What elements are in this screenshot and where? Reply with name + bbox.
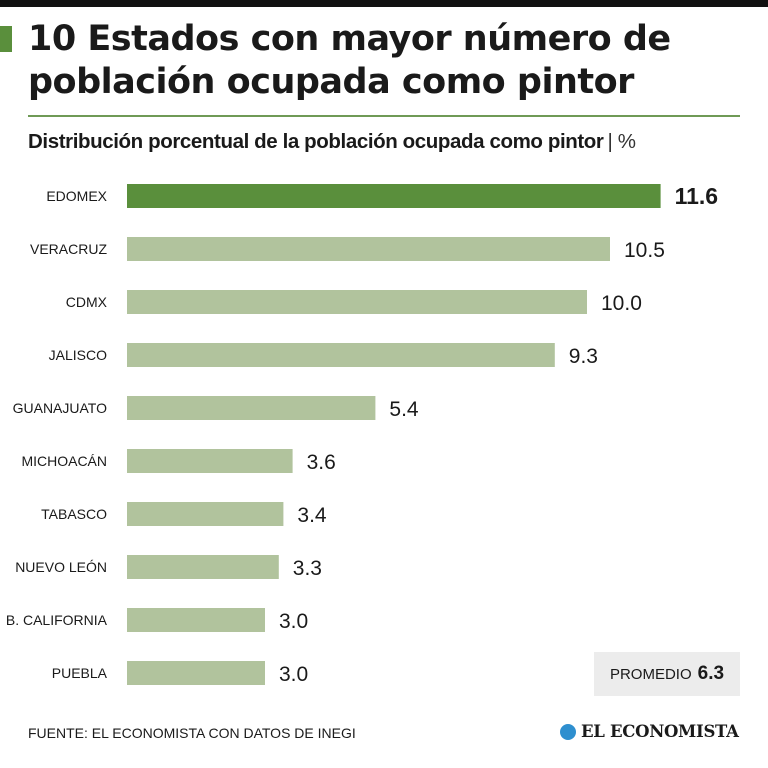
value-label: 10.5 <box>624 239 665 262</box>
value-label: 9.3 <box>569 345 598 368</box>
bar <box>127 343 555 367</box>
average-box: PROMEDIO 6.3 <box>594 652 740 696</box>
value-label: 3.0 <box>279 663 308 686</box>
average-value: 6.3 <box>697 663 725 684</box>
category-label: NUEVO LEÓN <box>15 559 107 575</box>
brand-logo: EL ECONOMISTA <box>560 722 739 741</box>
title-accent-bar <box>0 26 12 52</box>
bar <box>127 184 661 208</box>
category-label: VERACRUZ <box>30 241 107 257</box>
value-label: 3.0 <box>279 610 308 633</box>
category-label: JALISCO <box>49 347 107 363</box>
value-label: 5.4 <box>389 398 419 421</box>
el-economista-logo-icon <box>560 723 576 740</box>
bar <box>127 237 610 261</box>
category-label: PUEBLA <box>52 665 108 681</box>
bar <box>127 555 279 579</box>
bar <box>127 502 284 526</box>
title-divider <box>28 115 740 117</box>
bar <box>127 608 265 632</box>
value-label: 11.6 <box>675 183 719 209</box>
brand-name: EL ECONOMISTA <box>581 722 739 741</box>
source-note: FUENTE: EL ECONOMISTA CON DATOS DE INEGI <box>28 725 356 741</box>
chart-subtitle: Distribución porcentual de la población … <box>28 130 604 153</box>
average-label: PROMEDIO <box>609 665 692 683</box>
category-label: CDMX <box>66 294 108 310</box>
bar <box>127 396 376 420</box>
chart-subtitle-line: Distribución porcentual de la población … <box>28 130 748 154</box>
value-label: 3.3 <box>293 557 322 580</box>
category-label: GUANAJUATO <box>13 400 107 416</box>
value-label: 3.6 <box>307 451 336 474</box>
category-label: B. CALIFORNIA <box>6 612 108 628</box>
category-label: MICHOACÁN <box>21 453 107 469</box>
unit-label: | % <box>607 130 636 153</box>
top-rule <box>0 0 768 7</box>
chart-title: 10 Estados con mayor número de población… <box>28 19 671 102</box>
value-label: 3.4 <box>297 504 327 527</box>
category-label: TABASCO <box>41 506 107 522</box>
bar <box>127 449 293 473</box>
value-label: 10.0 <box>601 292 642 315</box>
bar <box>127 661 265 685</box>
category-label: EDOMEX <box>46 188 107 204</box>
bar <box>127 290 587 314</box>
